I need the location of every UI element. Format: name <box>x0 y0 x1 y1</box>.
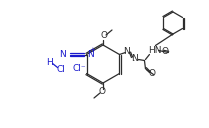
Text: O: O <box>98 88 106 97</box>
Text: Cl: Cl <box>56 65 65 74</box>
Text: ·: · <box>136 56 139 67</box>
Text: O: O <box>101 31 107 40</box>
Text: H: H <box>46 58 53 67</box>
Text: N: N <box>88 50 94 59</box>
Text: N: N <box>59 50 66 59</box>
Text: N: N <box>123 47 130 56</box>
Text: +: + <box>89 47 95 54</box>
Text: O: O <box>162 47 169 56</box>
Text: Cl⁻: Cl⁻ <box>73 64 86 73</box>
Text: HN: HN <box>148 46 161 55</box>
Text: N: N <box>131 54 138 63</box>
Text: ·: · <box>132 56 135 67</box>
Text: O: O <box>149 69 156 78</box>
